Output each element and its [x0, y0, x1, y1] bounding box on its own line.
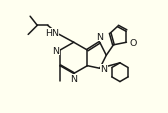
Text: HN: HN: [45, 29, 59, 38]
Text: O: O: [129, 38, 137, 47]
Text: N: N: [96, 33, 103, 42]
Text: N: N: [52, 46, 59, 55]
Text: N: N: [100, 64, 107, 73]
Text: N: N: [70, 74, 77, 83]
